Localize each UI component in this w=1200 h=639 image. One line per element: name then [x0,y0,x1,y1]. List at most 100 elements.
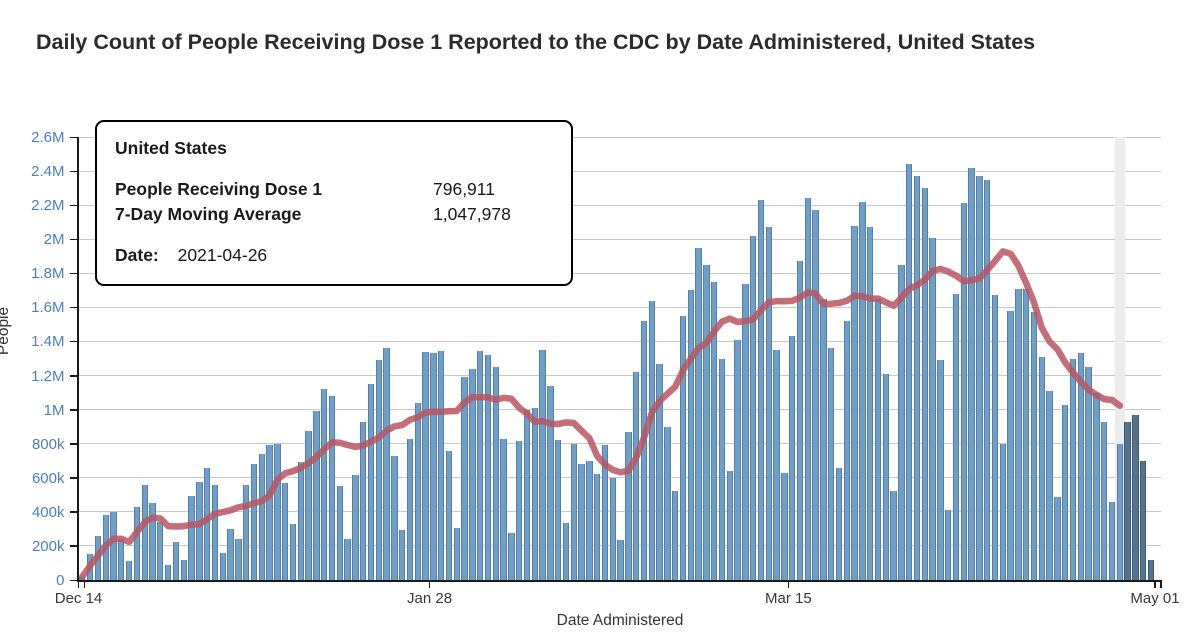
bar[interactable] [1069,358,1077,580]
bar[interactable] [203,468,211,580]
bar[interactable] [695,247,702,580]
bar[interactable] [578,464,585,580]
bar[interactable] [812,210,819,580]
bar[interactable] [258,453,265,580]
bar[interactable] [757,200,765,580]
bar[interactable] [352,475,359,580]
bar[interactable] [1015,288,1022,580]
bar[interactable] [484,355,492,580]
bar[interactable] [859,201,866,580]
bar[interactable] [804,198,811,580]
bar[interactable] [960,203,967,580]
bar[interactable] [632,372,640,580]
bar[interactable] [476,350,484,580]
bar[interactable] [125,561,133,580]
bar[interactable] [1061,404,1069,580]
bar[interactable] [164,564,172,580]
bar[interactable] [921,188,928,580]
bar[interactable] [983,179,991,580]
bar[interactable] [718,358,726,580]
bar[interactable] [102,515,109,580]
bar[interactable] [617,539,624,580]
bar[interactable] [905,164,913,580]
bar[interactable] [625,431,632,580]
bar[interactable] [1077,353,1084,580]
bar[interactable] [383,348,390,580]
bar[interactable] [781,472,788,580]
bar[interactable] [344,539,351,580]
bar[interactable] [266,444,273,580]
bar[interactable] [843,321,850,580]
bar[interactable] [367,384,375,580]
bar[interactable] [1007,310,1014,580]
bar[interactable] [742,283,749,580]
bar[interactable] [1093,392,1100,580]
bar[interactable] [133,506,141,580]
bar[interactable] [1132,414,1139,580]
bar[interactable] [422,351,429,580]
bar[interactable] [250,464,258,580]
bar[interactable] [445,451,453,580]
bar[interactable] [469,368,476,580]
bar[interactable] [336,486,343,580]
bar[interactable] [586,460,593,580]
bar[interactable] [235,539,242,580]
bar[interactable] [648,300,655,580]
bar[interactable] [313,411,320,580]
bar[interactable] [328,395,336,580]
bar[interactable] [453,528,460,580]
bar[interactable] [976,176,983,580]
bar[interactable] [515,441,523,580]
bar[interactable] [94,535,102,580]
bar[interactable] [1085,367,1092,580]
bar[interactable] [734,339,741,580]
bar[interactable] [149,503,156,580]
bar[interactable] [952,293,960,580]
bar[interactable] [710,281,718,580]
bar[interactable] [1124,421,1131,580]
bar[interactable] [609,477,616,580]
bar[interactable] [703,264,710,580]
bar[interactable] [141,485,148,580]
bar[interactable] [601,445,609,580]
bar[interactable] [461,377,468,580]
bar[interactable] [86,554,94,580]
bar[interactable] [1147,559,1155,580]
bar[interactable] [118,539,125,580]
bar[interactable] [539,349,546,580]
bar[interactable] [554,440,562,580]
bar[interactable] [359,421,367,580]
bar[interactable] [1139,460,1147,580]
bar[interactable] [664,426,671,580]
bar[interactable] [1100,421,1108,580]
bar[interactable] [211,484,219,580]
bar[interactable] [227,528,234,580]
bar[interactable] [196,482,203,580]
bar[interactable] [523,409,531,580]
bar[interactable] [835,467,843,580]
bar[interactable] [1046,390,1053,580]
bar[interactable] [1054,496,1061,580]
bar[interactable] [1108,502,1116,580]
bar[interactable] [437,350,445,580]
bar[interactable] [796,261,804,580]
bar[interactable] [937,360,944,580]
bar[interactable] [289,523,297,580]
bar[interactable] [414,402,421,580]
bar[interactable] [281,482,289,580]
bar[interactable] [242,484,250,580]
bar[interactable] [110,511,117,580]
bar[interactable] [593,474,601,580]
bar[interactable] [944,510,952,580]
bar[interactable] [671,491,679,580]
bar[interactable] [898,264,905,580]
bar[interactable] [726,470,733,580]
bar[interactable] [687,290,694,580]
bar[interactable] [1030,312,1038,580]
bar[interactable] [172,541,180,580]
bar[interactable] [297,462,304,580]
bar[interactable] [500,438,507,580]
bar[interactable] [219,552,226,580]
bar[interactable] [890,491,897,580]
bar[interactable] [913,176,921,580]
